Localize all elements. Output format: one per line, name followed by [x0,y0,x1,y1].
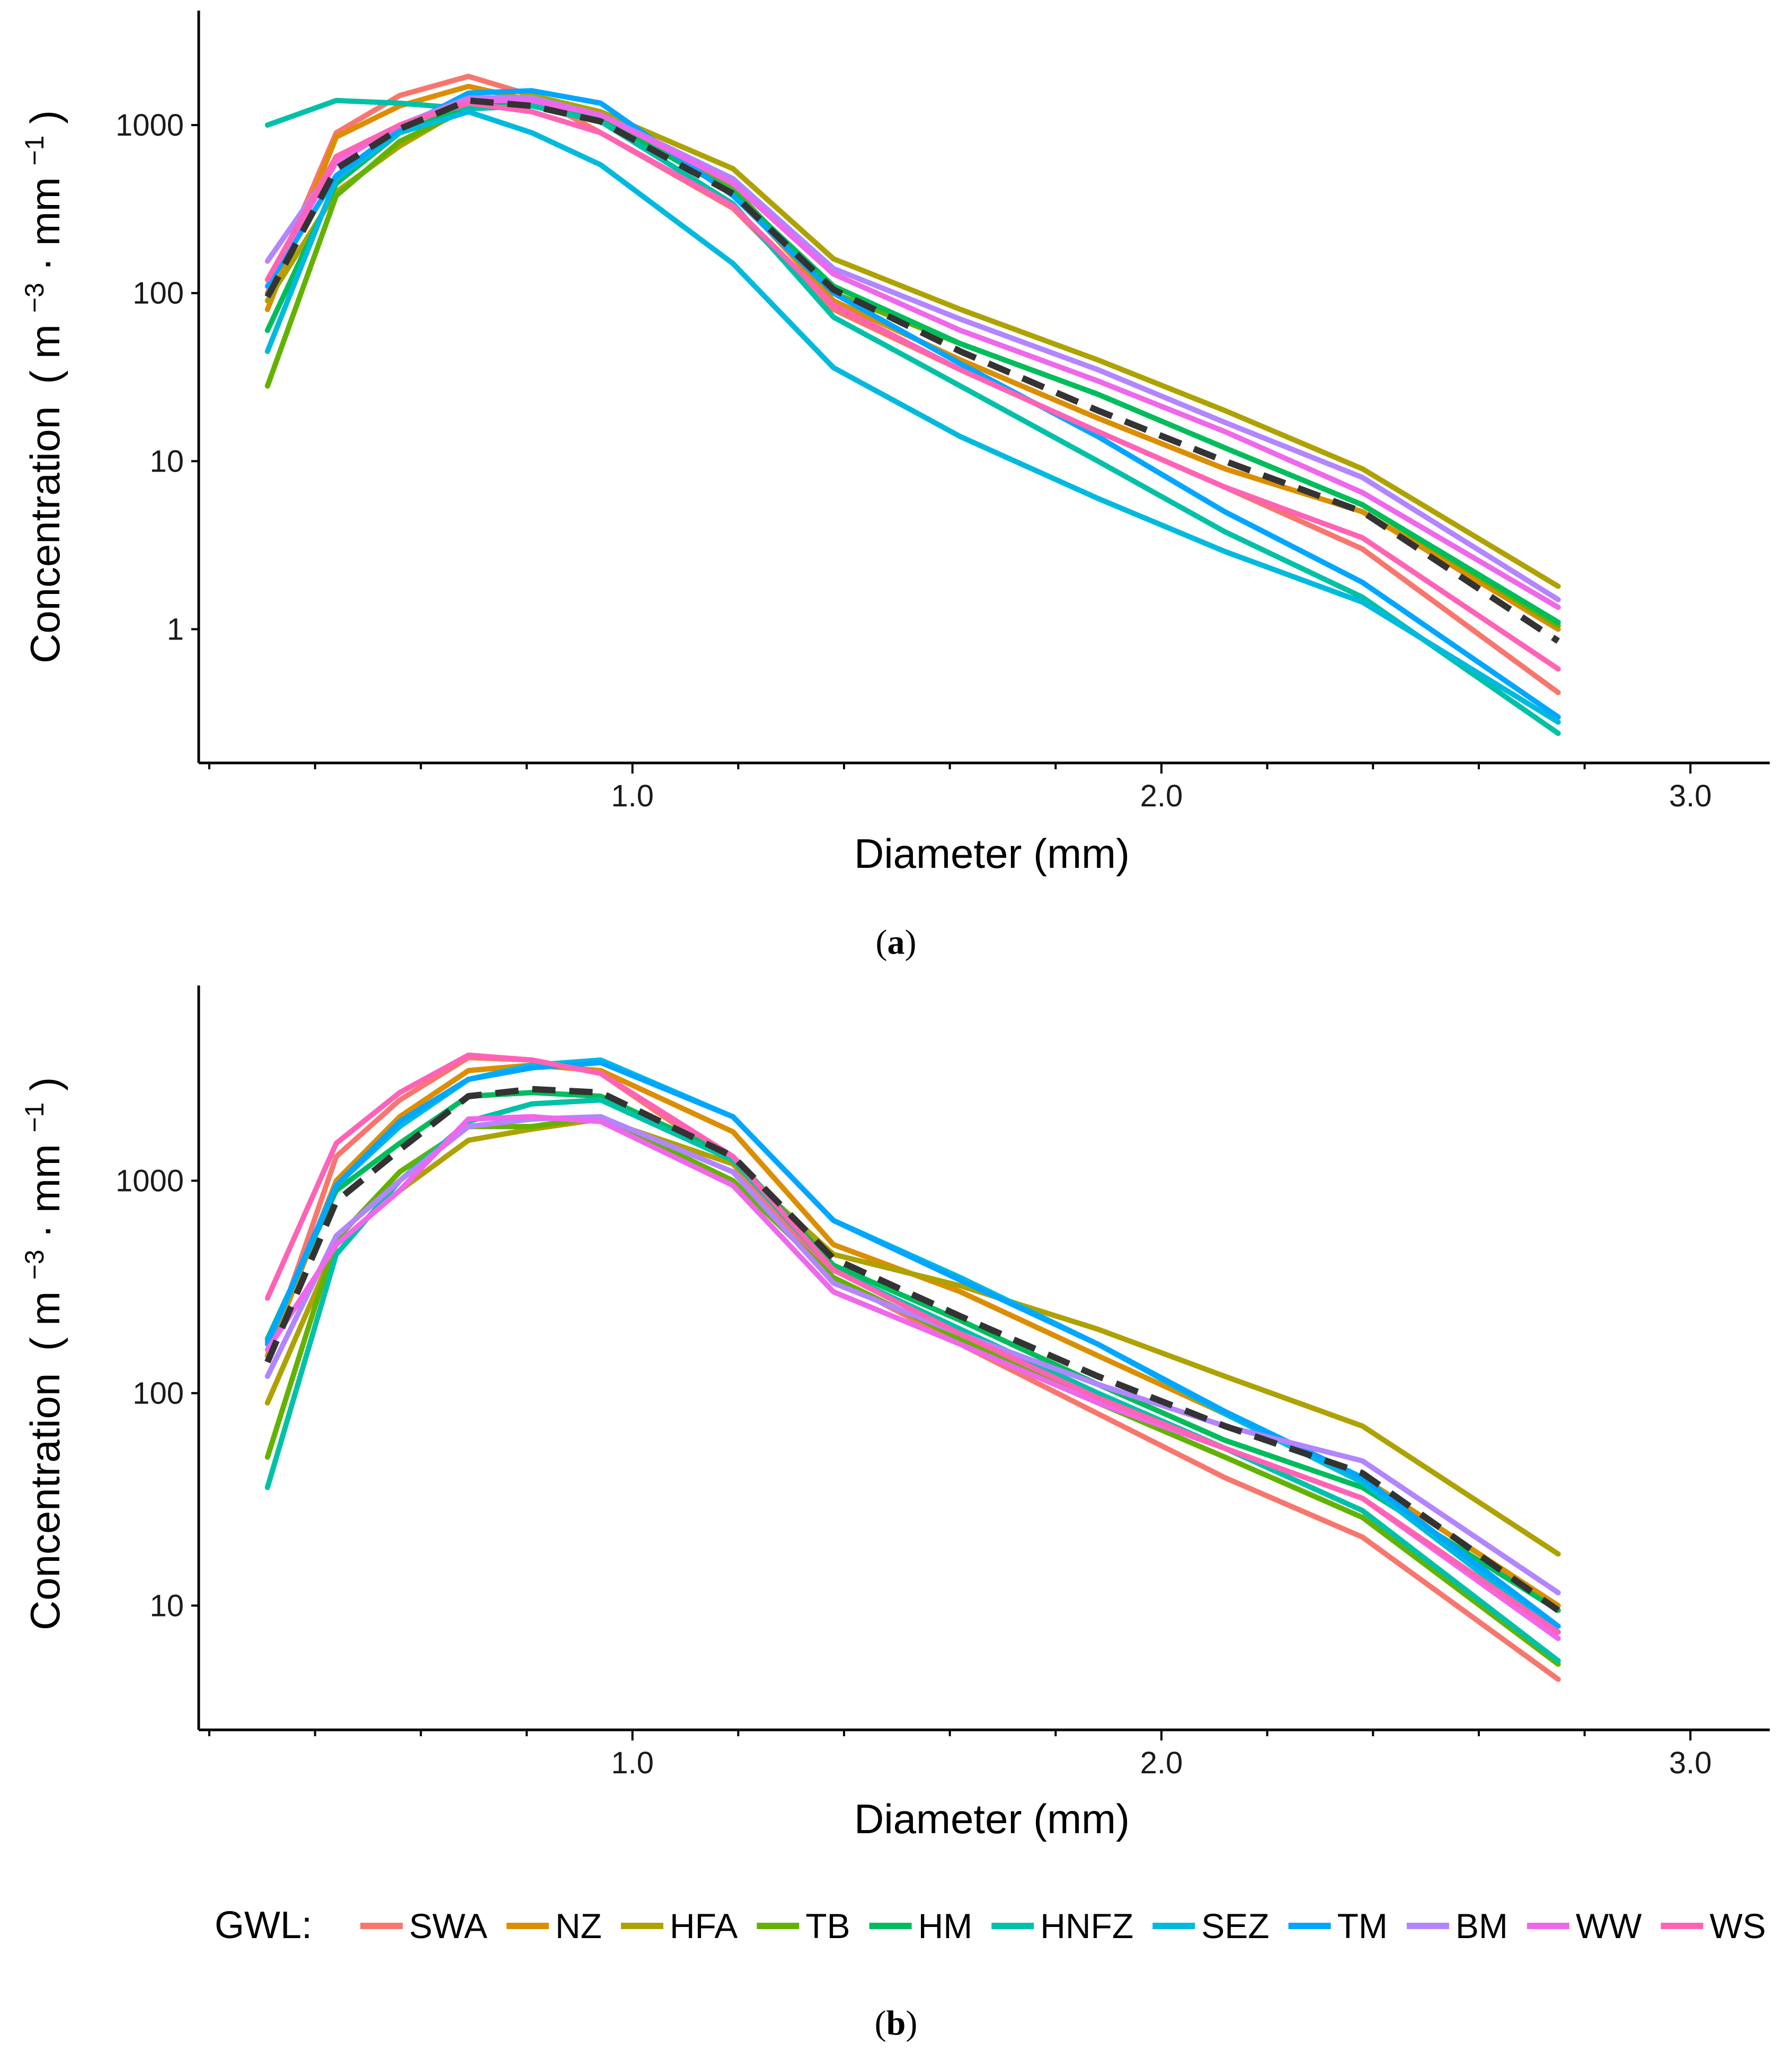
panel-a-series-mean [264,97,1560,644]
legend-label: TB [805,1906,850,1946]
panel-b-series-swa [264,1055,1561,1682]
panel-a-xticks: 1.0 2.0 3.0 [208,763,1712,813]
legend-title: GWL: [215,1904,312,1947]
panel-b-series-hm [264,1090,1561,1613]
panel-a-yticks: 1 10 100 1000 [116,108,199,647]
legend-item-swa: SWA [360,1906,487,1946]
panel-a-ylabel: Concentration ( m −3 · mm −1 ) [6,110,68,663]
legend-item-hfa: HFA [620,1906,738,1946]
panel-b-series-hnfz [264,1097,1561,1664]
legend-item-tm: TM [1288,1906,1388,1946]
panel-b-series-tb [264,1114,1561,1667]
panel-b-xtick-label: 3.0 [1669,1746,1712,1780]
panel-a-series-ws [264,100,1561,672]
panel-b-ylabel-text: Concentration [22,1373,68,1630]
svg-text:Concentration ( m: Concentration ( m −3 · mm −1 ) [6,1077,68,1630]
panel-b: 10 100 1000 1.0 2.0 3.0 Concentration ( m −3… [6,985,1770,1842]
panel-a-xtick-label: 2.0 [1140,779,1183,813]
legend-label: HFA [670,1906,738,1946]
legend-label: SWA [409,1906,487,1946]
panel-b-ytick-label: 1000 [116,1164,184,1198]
panel-b-xticks: 1.0 2.0 3.0 [208,1730,1712,1780]
panel-b-series-mean [264,1086,1560,1613]
panel-a-series [264,74,1561,736]
legend-item-bm: BM [1406,1906,1508,1946]
legend-item-tb: TB [757,1906,850,1946]
legend-label: HM [918,1906,973,1946]
panel-a-ytick-label: 1 [167,612,184,647]
panel-b-xtick-label: 1.0 [611,1746,654,1780]
panel-b-ytick-label: 100 [132,1376,184,1410]
legend-item-sez: SEZ [1152,1906,1270,1946]
panel-a-ytick-label: 1000 [116,108,184,143]
panel-b-series [264,1052,1561,1682]
panel-a: 1 10 100 1000 1.0 2.0 3.0 Concentration ( m −… [6,11,1770,962]
panel-b-yticks: 10 100 1000 [116,1164,199,1623]
svg-text:Concentration ( m: Concentration ( m −3 · mm −1 ) [6,110,68,663]
panel-a-xtick-label: 1.0 [611,779,654,813]
panel-b-ylabel: Concentration ( m −3 · mm −1 ) [6,1077,68,1630]
panel-a-series-tm [264,88,1561,720]
panel-a-ytick-label: 100 [132,276,184,310]
legend-item-hm: HM [869,1906,973,1946]
panel-a-ytick-label: 10 [149,444,184,478]
legend: GWL: SWA NZ HFA TB HM HNFZ SEZ TM BM WW WS [215,1904,1766,1947]
panel-a-xlabel: Diameter (mm) [854,830,1130,877]
legend-label: HNFZ [1040,1906,1133,1946]
panel-b-xtick-label: 2.0 [1140,1746,1183,1780]
panel-b-series-ww [264,1114,1561,1641]
legend-label: NZ [555,1906,602,1946]
legend-label: WW [1576,1906,1642,1946]
panel-b-series-ws [264,1052,1561,1635]
panel-b-label: (b) [875,2004,918,2042]
legend-label: TM [1337,1906,1388,1946]
panel-b-series-tm [264,1060,1561,1629]
panel-b-xlabel: Diameter (mm) [854,1796,1130,1842]
legend-items: SWA NZ HFA TB HM HNFZ SEZ TM BM WW WS [360,1906,1766,1946]
panel-a-ylabel-text: Concentration [22,406,68,663]
panel-a-series-hnfz [264,97,1561,736]
legend-item-nz: NZ [506,1906,602,1946]
legend-label: SEZ [1201,1906,1269,1946]
panel-a-series-sez [264,109,1561,725]
panel-a-xtick-label: 3.0 [1669,779,1712,813]
panel-a-label: (a) [876,923,917,962]
panel-a-series-hfa [264,93,1561,589]
legend-item-hnfz: HNFZ [991,1906,1133,1946]
panel-a-series-ww [264,97,1561,610]
panel-b-ytick-label: 10 [149,1588,184,1623]
legend-label: BM [1456,1906,1508,1946]
legend-item-ww: WW [1527,1906,1642,1946]
legend-item-ws: WS [1661,1906,1766,1946]
legend-label: WS [1709,1906,1766,1946]
